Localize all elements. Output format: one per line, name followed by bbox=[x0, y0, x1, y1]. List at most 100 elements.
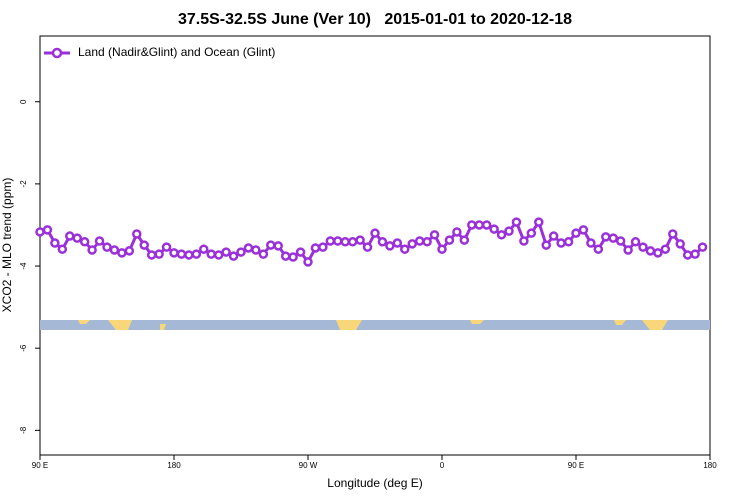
data-point bbox=[452, 227, 462, 237]
data-point bbox=[467, 220, 477, 230]
data-point bbox=[288, 252, 298, 262]
data-point bbox=[444, 235, 455, 245]
data-point bbox=[199, 244, 209, 254]
data-point bbox=[251, 245, 261, 255]
y-axis-label: XCO2 - MLO trend (ppm) bbox=[0, 178, 14, 313]
data-point bbox=[355, 235, 365, 245]
plot-frame bbox=[39, 35, 711, 456]
data-point bbox=[213, 250, 224, 260]
data-point bbox=[608, 233, 618, 243]
data-point bbox=[295, 247, 306, 257]
data-point bbox=[437, 244, 447, 254]
y-tick-label: -4 bbox=[19, 262, 28, 270]
data-point bbox=[660, 244, 671, 254]
data-point bbox=[146, 250, 157, 260]
data-point bbox=[124, 246, 135, 256]
x-tick-label: 90 E bbox=[568, 461, 584, 470]
data-point bbox=[556, 238, 566, 248]
data-point bbox=[347, 237, 358, 247]
data-point bbox=[422, 237, 432, 247]
data-point bbox=[333, 236, 343, 246]
chart-title: 37.5S-32.5S June (Ver 10) 2015-01-01 to … bbox=[178, 11, 572, 28]
data-point bbox=[72, 233, 82, 243]
map-strip bbox=[40, 320, 710, 330]
data-point bbox=[645, 246, 656, 256]
data-point bbox=[35, 227, 45, 237]
data-point bbox=[675, 239, 685, 249]
data-point bbox=[615, 236, 626, 246]
data-point bbox=[548, 231, 559, 241]
data-point bbox=[511, 217, 522, 227]
data-point bbox=[623, 245, 633, 255]
legend-label: Land (Nadir&Glint) and Ocean (Glint) bbox=[78, 45, 275, 59]
x-tick-label: 90 E bbox=[32, 461, 48, 470]
data-point bbox=[563, 237, 574, 247]
y-tick-label: -8 bbox=[19, 426, 28, 434]
data-point bbox=[154, 249, 164, 259]
y-tick-label: -2 bbox=[19, 180, 28, 188]
data-point bbox=[109, 245, 120, 255]
data-point bbox=[481, 220, 492, 230]
data-point bbox=[690, 249, 700, 259]
data-point bbox=[697, 242, 708, 252]
data-point bbox=[176, 249, 187, 259]
data-point bbox=[541, 240, 551, 250]
data-point bbox=[504, 226, 514, 236]
data-point bbox=[57, 244, 68, 254]
x-tick-label: 0 bbox=[440, 461, 445, 470]
data-point bbox=[228, 251, 239, 261]
data-point bbox=[318, 242, 328, 252]
y-tick-label: -6 bbox=[19, 344, 28, 352]
data-point bbox=[682, 250, 693, 260]
data-point bbox=[236, 247, 246, 257]
series-line bbox=[39, 218, 704, 265]
data-point bbox=[87, 245, 97, 255]
data-point bbox=[377, 237, 388, 247]
x-tick-label: 90 W bbox=[299, 461, 318, 470]
data-point bbox=[310, 243, 321, 253]
data-point bbox=[303, 257, 313, 267]
y-tick-label: 0 bbox=[19, 99, 28, 104]
data-point bbox=[362, 242, 373, 252]
data-point bbox=[139, 240, 149, 250]
data-point bbox=[578, 225, 589, 235]
data-point bbox=[340, 237, 350, 247]
data-point bbox=[400, 244, 410, 254]
data-point bbox=[489, 224, 499, 234]
data-point bbox=[519, 236, 529, 246]
data-point bbox=[184, 250, 194, 260]
data-point bbox=[586, 238, 596, 248]
data-point bbox=[534, 217, 544, 227]
data-point bbox=[414, 236, 425, 246]
data-point bbox=[221, 247, 231, 257]
data-point bbox=[593, 244, 604, 254]
data-point bbox=[474, 220, 484, 230]
data-point bbox=[266, 240, 276, 250]
data-point bbox=[630, 237, 641, 247]
data-point bbox=[50, 238, 60, 248]
data-point bbox=[407, 239, 417, 249]
data-point bbox=[258, 249, 269, 259]
data-point bbox=[243, 243, 254, 253]
data-point bbox=[273, 241, 283, 251]
data-point bbox=[117, 248, 127, 258]
data-point bbox=[206, 249, 216, 259]
x-tick-label: 180 bbox=[167, 461, 181, 470]
data-point bbox=[79, 237, 90, 247]
x-tick-label: 180 bbox=[703, 461, 717, 470]
legend-marker bbox=[51, 47, 63, 59]
data-point bbox=[102, 242, 112, 252]
data-point bbox=[526, 228, 537, 238]
data-point bbox=[94, 236, 105, 246]
data-point bbox=[429, 230, 440, 240]
data-point bbox=[169, 248, 179, 258]
data-point bbox=[280, 251, 291, 261]
data-point bbox=[161, 242, 172, 252]
data-point bbox=[392, 238, 403, 248]
data-point bbox=[653, 248, 663, 258]
data-point bbox=[65, 231, 75, 241]
data-point bbox=[191, 249, 202, 259]
x-axis-label: Longitude (deg E) bbox=[327, 476, 422, 490]
data-point bbox=[668, 229, 678, 239]
